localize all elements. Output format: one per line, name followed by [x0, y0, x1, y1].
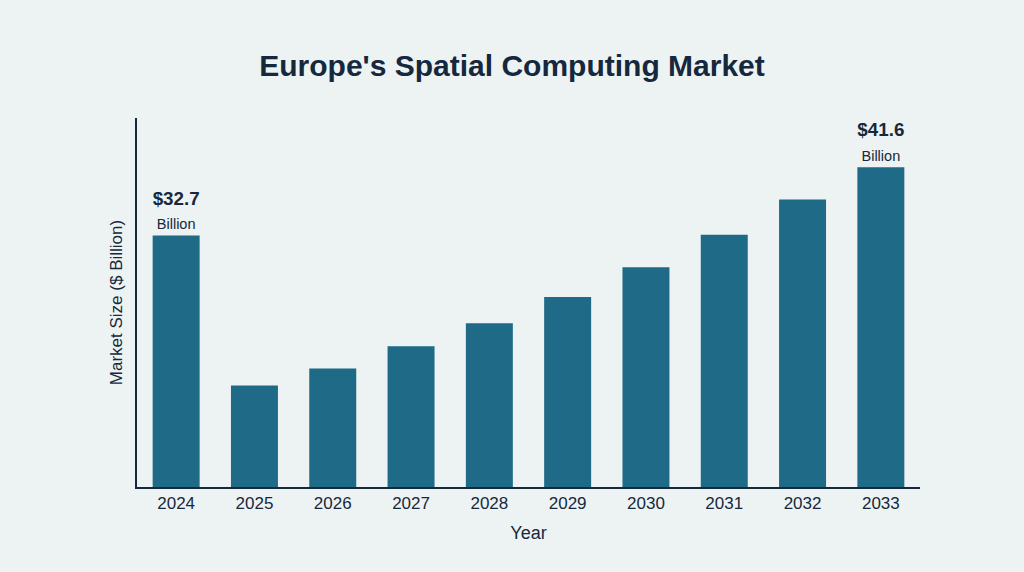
svg-text:$32.7Billion: $32.7Billion — [153, 188, 200, 232]
svg-text:Market Size ($ Billion): Market Size ($ Billion) — [107, 220, 126, 385]
svg-text:2025: 2025 — [236, 494, 274, 513]
svg-text:Europe's Spatial Computing Mar: Europe's Spatial Computing Market — [259, 49, 765, 82]
svg-text:2026: 2026 — [314, 494, 352, 513]
svg-text:2030: 2030 — [627, 494, 665, 513]
svg-text:Year: Year — [510, 523, 546, 543]
svg-text:2028: 2028 — [470, 494, 508, 513]
svg-text:2032: 2032 — [784, 494, 822, 513]
svg-text:2029: 2029 — [549, 494, 587, 513]
svg-text:2031: 2031 — [705, 494, 743, 513]
svg-text:2027: 2027 — [392, 494, 430, 513]
svg-text:2024: 2024 — [157, 494, 195, 513]
svg-text:$41.6Billion: $41.6Billion — [857, 119, 904, 163]
svg-text:2033: 2033 — [862, 494, 900, 513]
